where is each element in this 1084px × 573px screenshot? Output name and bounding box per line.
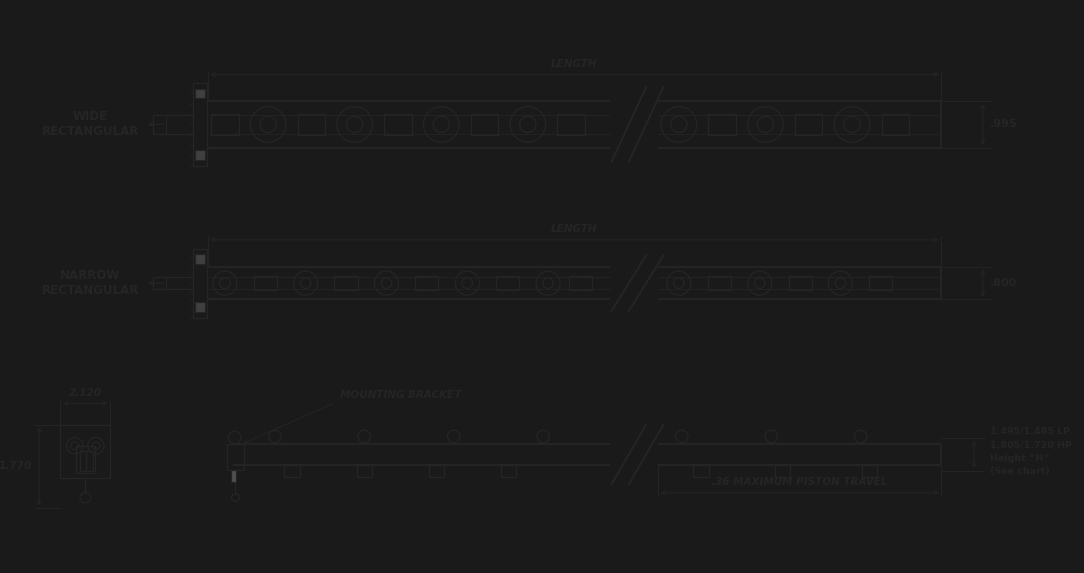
Bar	[153, 115, 166, 134]
Bar	[869, 276, 892, 291]
Bar	[195, 303, 205, 312]
Bar	[501, 465, 516, 477]
Text: LENGTH: LENGTH	[552, 224, 597, 234]
Text: .36 MAXIMUM PISTON TRAVEL: .36 MAXIMUM PISTON TRAVEL	[711, 477, 888, 487]
Text: WIDE
RECTANGULAR: WIDE RECTANGULAR	[41, 111, 139, 139]
Text: .995: .995	[990, 119, 1017, 129]
Bar	[193, 83, 207, 166]
Bar	[195, 89, 205, 99]
Bar	[795, 114, 823, 135]
Bar	[557, 114, 585, 135]
Bar	[298, 114, 325, 135]
Bar	[694, 465, 709, 477]
Bar	[496, 276, 519, 291]
Bar	[788, 276, 812, 291]
Bar	[569, 276, 592, 291]
Bar	[76, 446, 95, 473]
Text: LENGTH: LENGTH	[552, 58, 597, 69]
Bar	[862, 465, 877, 477]
Bar	[231, 470, 236, 482]
Bar	[708, 276, 731, 291]
Text: 2.120: 2.120	[69, 387, 102, 398]
Bar	[775, 465, 790, 477]
Text: 1.805/1.720 HP: 1.805/1.720 HP	[990, 440, 1072, 449]
Bar	[227, 444, 244, 470]
Text: .800: .800	[990, 278, 1017, 288]
Text: (See chart): (See chart)	[990, 467, 1049, 476]
Bar	[335, 276, 358, 291]
Bar	[415, 276, 438, 291]
Bar	[211, 114, 238, 135]
Bar	[881, 114, 909, 135]
Bar	[429, 465, 444, 477]
Text: NARROW
RECTANGULAR: NARROW RECTANGULAR	[41, 269, 139, 297]
Bar	[384, 114, 412, 135]
Bar	[254, 276, 276, 291]
Text: 1.495/1.485 LP: 1.495/1.485 LP	[990, 427, 1070, 435]
Bar	[61, 425, 111, 478]
Text: Height “H”: Height “H”	[990, 454, 1049, 463]
Bar	[470, 114, 499, 135]
Bar	[153, 277, 166, 289]
Bar	[284, 465, 300, 477]
Bar	[709, 114, 736, 135]
Bar	[87, 452, 93, 470]
Bar	[195, 150, 205, 160]
Bar	[195, 254, 205, 264]
Bar	[193, 249, 207, 318]
Text: MOUNTING BRACKET: MOUNTING BRACKET	[340, 390, 462, 401]
Text: 1.770: 1.770	[0, 461, 33, 472]
Bar	[357, 465, 372, 477]
Bar	[79, 452, 87, 470]
